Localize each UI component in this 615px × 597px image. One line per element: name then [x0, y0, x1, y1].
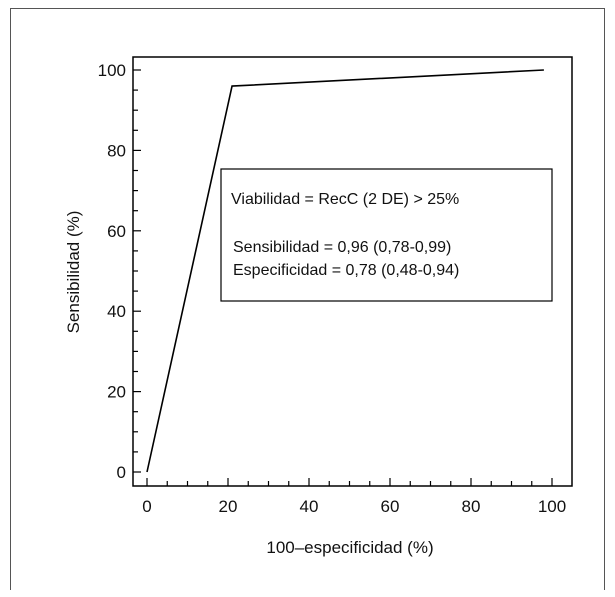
- x-axis-ticks: [146, 478, 553, 486]
- y-tick-label: 20: [107, 383, 126, 402]
- annotation-specificity: Especificidad = 0,78 (0,48-0,94): [233, 262, 459, 279]
- x-tick-label: 60: [381, 497, 400, 516]
- x-tick-label: 40: [300, 497, 319, 516]
- x-tick-label: 100: [538, 497, 566, 516]
- y-tick-label: 80: [107, 141, 126, 160]
- y-axis-ticks: [133, 69, 141, 473]
- x-axis-title: 100–especificidad (%): [266, 538, 433, 557]
- y-axis-tick-labels: 0 20 40 60 80 100: [98, 61, 126, 482]
- y-tick-label: 0: [117, 463, 126, 482]
- figure-frame: [10, 8, 605, 590]
- x-axis-tick-labels: 0 20 40 60 80 100: [142, 497, 566, 516]
- annotation-title: Viabilidad = RecC (2 DE) > 25%: [231, 191, 459, 208]
- y-axis-title: Sensibilidad (%): [64, 211, 83, 334]
- x-tick-label: 80: [462, 497, 481, 516]
- annotation-sensitivity: Sensibilidad = 0,96 (0,78-0,99): [233, 239, 451, 256]
- roc-curve-line: [146, 69, 544, 473]
- y-tick-label: 100: [98, 61, 126, 80]
- y-tick-label: 40: [107, 302, 126, 321]
- x-tick-label: 20: [219, 497, 238, 516]
- x-tick-label: 0: [142, 497, 151, 516]
- y-tick-label: 60: [107, 222, 126, 241]
- series-layer: [146, 69, 544, 473]
- annotation-box: [220, 168, 553, 302]
